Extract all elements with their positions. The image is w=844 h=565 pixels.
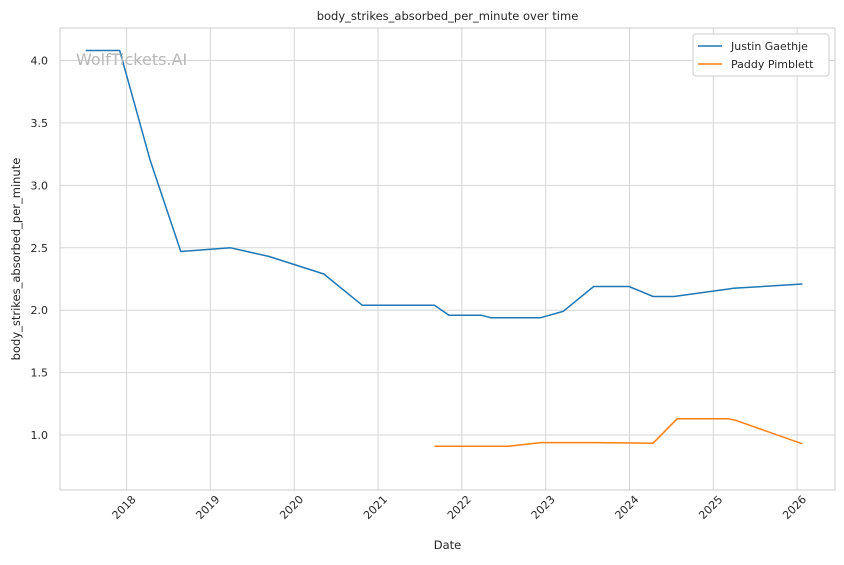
x-tick-label: 2020 (277, 493, 306, 522)
grid (60, 28, 835, 490)
x-tick-label: 2026 (780, 493, 809, 522)
x-tick-label: 2025 (696, 493, 725, 522)
y-axis-label: body_strikes_absorbed_per_minute (9, 158, 23, 361)
series-line-paddy-pimblett (434, 418, 803, 448)
y-tick-label: 1.0 (31, 429, 49, 442)
x-tick-label: 2019 (193, 493, 222, 522)
series-lines (85, 49, 803, 448)
watermark-text: WolfTickets.AI (76, 50, 187, 69)
y-tick-label: 1.5 (31, 367, 49, 380)
x-axis-label: Date (434, 538, 462, 552)
plot-area (59, 27, 836, 491)
x-tick-label: 2021 (361, 493, 390, 522)
legend: Justin Gaethje Paddy Pimblett (692, 33, 830, 77)
y-tick-label: 3.5 (31, 117, 49, 130)
y-tick-label: 4.0 (31, 54, 49, 67)
legend-label-justin-gaethje: Justin Gaethje (730, 40, 808, 53)
x-tick-label: 2022 (445, 493, 474, 522)
x-tick-label: 2024 (613, 493, 642, 522)
x-tick-label: 2018 (110, 493, 139, 522)
y-tick-label: 2.0 (31, 304, 49, 317)
x-tick-labels: 2018 2019 2020 2021 2022 2023 2024 2025 2026 (110, 493, 810, 522)
legend-label-paddy-pimblett: Paddy Pimblett (731, 58, 814, 71)
y-tick-label: 2.5 (31, 242, 49, 255)
y-tick-label: 3.0 (31, 179, 49, 192)
chart-title: body_strikes_absorbed_per_minute over ti… (317, 9, 579, 23)
x-tick-label: 2023 (529, 493, 558, 522)
y-tick-labels: 1.0 1.5 2.0 2.5 3.0 3.5 4.0 (31, 54, 49, 442)
legend-box (692, 33, 830, 77)
series-line-justin-gaethje (85, 49, 803, 319)
